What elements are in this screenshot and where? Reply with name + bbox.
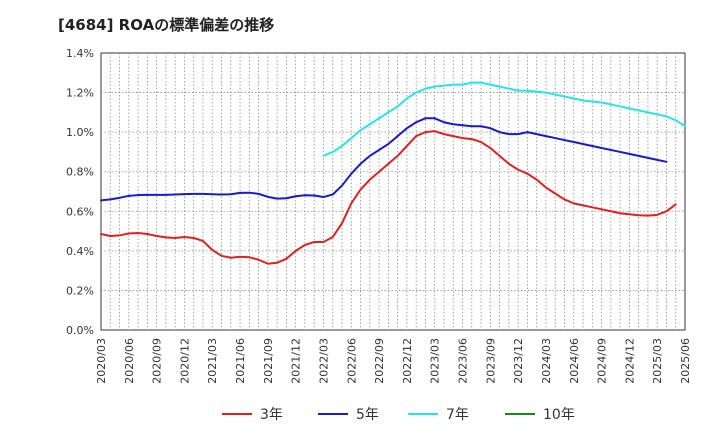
legend-label: 3年 [260, 407, 283, 423]
x-tick-label: 2025/03 [651, 338, 664, 384]
x-tick-label: 2023/12 [512, 338, 525, 384]
x-tick-label: 2020/09 [151, 338, 164, 384]
legend-label: 5年 [356, 407, 379, 423]
x-tick-label: 2021/03 [206, 338, 219, 384]
x-tick-label: 2022/06 [345, 338, 358, 384]
y-tick-label: 0.8% [66, 166, 94, 179]
x-tick-label: 2024/06 [568, 338, 581, 384]
series-line [100, 130, 677, 265]
x-tick-label: 2022/12 [401, 338, 414, 384]
x-tick-label: 2023/03 [429, 338, 442, 384]
x-tick-label: 2020/12 [178, 338, 191, 384]
x-tick-label: 2020/06 [123, 338, 136, 384]
x-tick-label: 2024/09 [596, 338, 609, 384]
x-tick-label: 2021/06 [234, 338, 247, 384]
series-line [100, 117, 668, 202]
x-tick-label: 2022/03 [317, 338, 330, 384]
x-tick-label: 2021/09 [262, 338, 275, 384]
chart-title: [4684] ROAの標準偏差の推移 [58, 16, 275, 34]
y-tick-label: 1.2% [66, 87, 94, 100]
x-tick-label: 2021/12 [290, 338, 303, 384]
legend-label: 7年 [446, 407, 469, 423]
x-tick-label: 2025/06 [679, 338, 692, 384]
legend-label: 10年 [543, 407, 575, 423]
x-tick-label: 2024/12 [623, 338, 636, 384]
x-tick-label: 2022/09 [373, 338, 386, 384]
y-tick-label: 0.6% [66, 205, 94, 218]
y-tick-label: 0.4% [66, 245, 94, 258]
x-tick-label: 2023/09 [484, 338, 497, 384]
y-tick-label: 1.4% [66, 47, 94, 60]
x-tick-label: 2023/06 [457, 338, 470, 384]
x-tick-label: 2024/03 [540, 338, 553, 384]
series-line [322, 81, 686, 157]
plot-frame [100, 52, 686, 331]
y-tick-label: 0.0% [66, 324, 94, 337]
x-tick-label: 2020/03 [95, 338, 108, 384]
y-tick-label: 0.2% [66, 284, 94, 297]
y-tick-label: 1.0% [66, 126, 94, 139]
